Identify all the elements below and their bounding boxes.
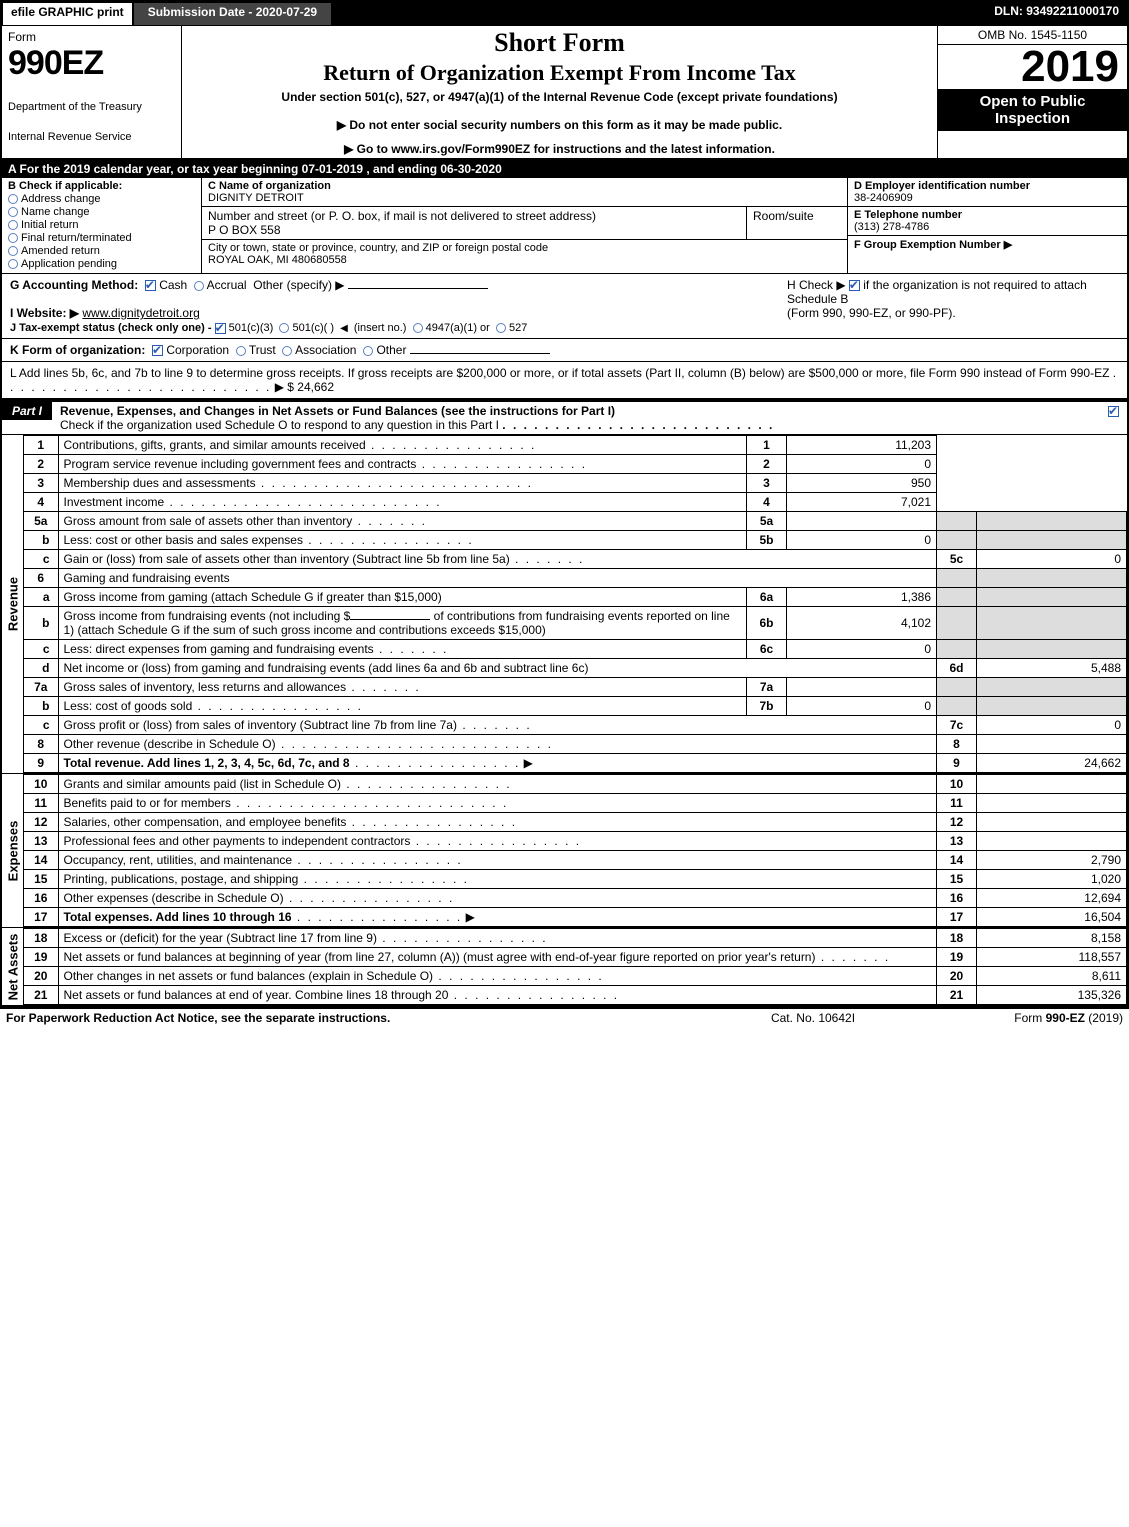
public-inspection: Open to Public Inspection <box>938 89 1127 131</box>
revenue-table: 1Contributions, gifts, grants, and simil… <box>24 435 1127 773</box>
line-17-value: 16,504 <box>977 908 1127 927</box>
line-19-value: 118,557 <box>977 948 1127 967</box>
line-2-value: 0 <box>787 455 937 474</box>
net-assets-table: 18Excess or (deficit) for the year (Subt… <box>24 928 1127 1005</box>
line-1-value: 11,203 <box>787 436 937 455</box>
line-6d-value: 5,488 <box>977 659 1127 678</box>
page-footer: For Paperwork Reduction Act Notice, see … <box>0 1007 1129 1027</box>
line-3-value: 950 <box>787 474 937 493</box>
line-9-value: 24,662 <box>977 754 1127 773</box>
checkbox-amended-return[interactable] <box>8 246 18 256</box>
short-form-title: Short Form <box>190 28 929 58</box>
checkbox-cash[interactable] <box>145 280 156 291</box>
line-18-value: 8,158 <box>977 929 1127 948</box>
e-label: E Telephone number <box>854 209 1121 221</box>
room-label: Room/suite <box>747 207 847 239</box>
checkbox-trust[interactable] <box>236 346 246 356</box>
j-label: J Tax-exempt status (check only one) - <box>10 322 212 334</box>
tax-year-line: A For the 2019 calendar year, or tax yea… <box>2 160 1127 178</box>
checkbox-final-return[interactable] <box>8 233 18 243</box>
l-text: L Add lines 5b, 6c, and 7b to line 9 to … <box>10 366 1109 380</box>
checkbox-accrual[interactable] <box>194 281 204 291</box>
checkbox-name-change[interactable] <box>8 207 18 217</box>
entity-block: B Check if applicable: Address change Na… <box>2 178 1127 274</box>
h-label: H Check ▶ <box>787 278 846 292</box>
part1-header: Part I Revenue, Expenses, and Changes in… <box>2 400 1127 434</box>
checkbox-corporation[interactable] <box>152 345 163 356</box>
line-4-value: 7,021 <box>787 493 937 512</box>
checkbox-application-pending[interactable] <box>8 259 18 269</box>
checkbox-address-change[interactable] <box>8 194 18 204</box>
part1-title: Revenue, Expenses, and Changes in Net As… <box>60 404 615 418</box>
city-label: City or town, state or province, country… <box>208 242 841 254</box>
under-section: Under section 501(c), 527, or 4947(a)(1)… <box>190 90 929 104</box>
dln-label: DLN: 93492211000170 <box>986 2 1127 26</box>
checkbox-schedule-o[interactable] <box>1108 406 1119 417</box>
row-l: L Add lines 5b, 6c, and 7b to line 9 to … <box>2 362 1127 400</box>
b-title: B Check if applicable: <box>8 180 195 192</box>
line-15-value: 1,020 <box>977 870 1127 889</box>
checkbox-4947[interactable] <box>413 323 423 333</box>
org-name: DIGNITY DETROIT <box>208 192 841 204</box>
part1-label: Part I <box>2 402 52 420</box>
d-label: D Employer identification number <box>854 180 1121 192</box>
expenses-table: 10Grants and similar amounts paid (list … <box>24 774 1127 927</box>
line-21-value: 135,326 <box>977 986 1127 1005</box>
section-def: D Employer identification number 38-2406… <box>847 178 1127 273</box>
city-value: ROYAL OAK, MI 480680558 <box>208 254 841 266</box>
checkbox-association[interactable] <box>282 346 292 356</box>
net-assets-side-label: Net Assets <box>2 928 24 1005</box>
ssn-warning: ▶ Do not enter social security numbers o… <box>190 118 929 132</box>
return-title: Return of Organization Exempt From Incom… <box>190 60 929 86</box>
street-label: Number and street (or P. O. box, if mail… <box>208 209 740 223</box>
revenue-side-label: Revenue <box>2 435 24 773</box>
checkbox-501c3[interactable] <box>215 323 226 334</box>
section-c: C Name of organization DIGNITY DETROIT N… <box>202 178 847 273</box>
line-20-value: 8,611 <box>977 967 1127 986</box>
expenses-side-label: Expenses <box>2 774 24 927</box>
irs-link[interactable]: www.irs.gov/Form990EZ <box>391 142 530 156</box>
row-k: K Form of organization: Corporation Trus… <box>2 339 1127 362</box>
form-990ez-page: efile GRAPHIC print Submission Date - 20… <box>0 0 1129 1007</box>
phone-value: (313) 278-4786 <box>854 221 1121 233</box>
checkbox-501c[interactable] <box>279 323 289 333</box>
section-b: B Check if applicable: Address change Na… <box>2 178 202 273</box>
k-label: K Form of organization: <box>10 343 145 357</box>
expenses-section: Expenses 10Grants and similar amounts pa… <box>2 773 1127 927</box>
dept-irs: Internal Revenue Service <box>8 131 175 143</box>
top-bar: efile GRAPHIC print Submission Date - 20… <box>2 2 1127 26</box>
ein-value: 38-2406909 <box>854 192 1121 204</box>
l-amount: $ 24,662 <box>287 380 334 394</box>
footer-form: Form 990-EZ (2019) <box>923 1011 1123 1025</box>
footer-paperwork: For Paperwork Reduction Act Notice, see … <box>6 1011 703 1025</box>
line-16-value: 12,694 <box>977 889 1127 908</box>
form-code: 990EZ <box>8 44 175 83</box>
website-link[interactable]: www.dignitydetroit.org <box>82 306 199 320</box>
tax-year: 2019 <box>938 45 1127 89</box>
footer-catno: Cat. No. 10642I <box>703 1011 923 1025</box>
line-14-value: 2,790 <box>977 851 1127 870</box>
street-value: P O BOX 558 <box>208 223 740 237</box>
dept-treasury: Department of the Treasury <box>8 101 175 113</box>
line-5c-value: 0 <box>977 550 1127 569</box>
checkbox-h[interactable] <box>849 280 860 291</box>
part1-check-text: Check if the organization used Schedule … <box>60 418 499 432</box>
line-7c-value: 0 <box>977 716 1127 735</box>
checkbox-other-org[interactable] <box>363 346 373 356</box>
checkbox-initial-return[interactable] <box>8 220 18 230</box>
efile-print-button[interactable]: efile GRAPHIC print <box>2 2 133 26</box>
goto-line: ▶ Go to www.irs.gov/Form990EZ for instru… <box>190 142 929 156</box>
revenue-section: Revenue 1Contributions, gifts, grants, a… <box>2 434 1127 773</box>
form-header: Form 990EZ Department of the Treasury In… <box>2 26 1127 160</box>
f-label: F Group Exemption Number ▶ <box>854 239 1012 251</box>
i-label: I Website: ▶ <box>10 306 79 320</box>
g-label: G Accounting Method: <box>10 278 138 292</box>
form-word: Form <box>8 30 175 44</box>
net-assets-section: Net Assets 18Excess or (deficit) for the… <box>2 927 1127 1005</box>
submission-date-button[interactable]: Submission Date - 2020-07-29 <box>133 2 332 26</box>
checkbox-527[interactable] <box>496 323 506 333</box>
c-label: C Name of organization <box>208 180 841 192</box>
row-g-h: G Accounting Method: Cash Accrual Other … <box>2 274 1127 339</box>
line-8-value <box>977 735 1127 754</box>
